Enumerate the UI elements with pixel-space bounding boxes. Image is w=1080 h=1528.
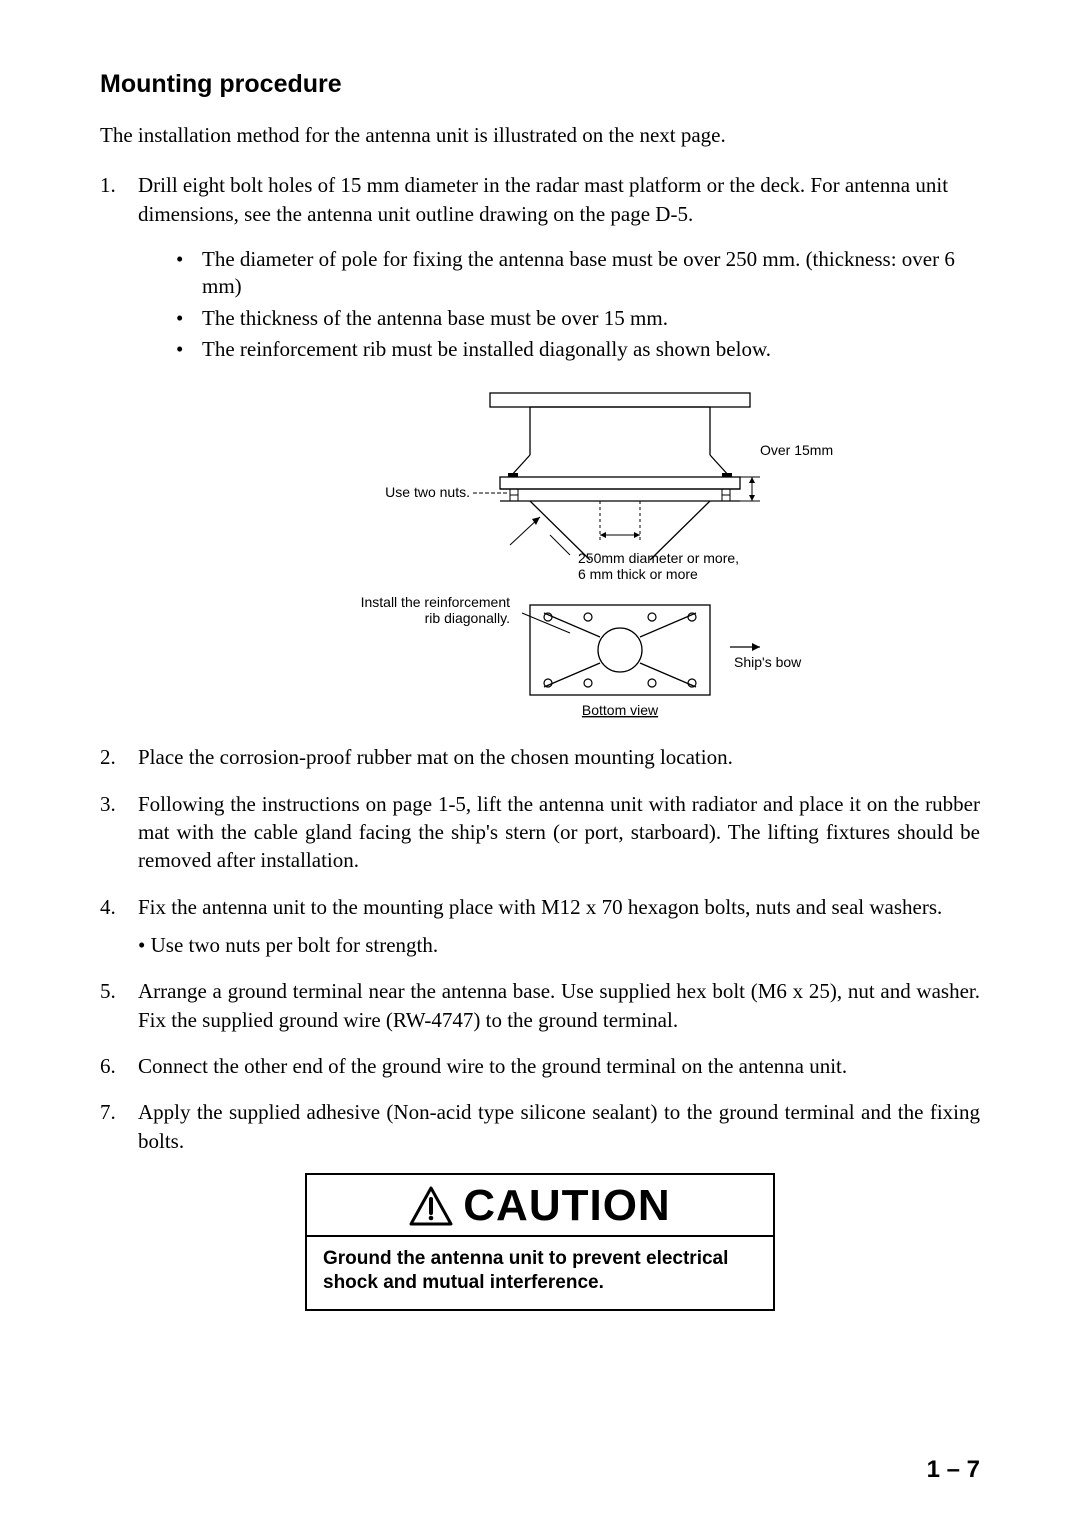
- bullet-text: The thickness of the antenna base must b…: [202, 305, 668, 332]
- list-item: •The thickness of the antenna base must …: [176, 305, 980, 332]
- caution-header: CAUTION: [307, 1175, 773, 1237]
- step-6: 6. Connect the other end of the ground w…: [100, 1052, 980, 1080]
- bullet-icon: •: [176, 336, 202, 363]
- step-2: 2. Place the corrosion-proof rubber mat …: [100, 743, 980, 771]
- step-3: 3. Following the instructions on page 1-…: [100, 790, 980, 875]
- step-4: 4. Fix the antenna unit to the mounting …: [100, 893, 980, 960]
- label-rib2: rib diagonally.: [425, 610, 510, 626]
- step-5: 5. Arrange a ground terminal near the an…: [100, 977, 980, 1034]
- bullet-text: The reinforcement rib must be installed …: [202, 336, 771, 363]
- list-item: •The diameter of pole for fixing the ant…: [176, 246, 980, 301]
- label-bow: Ship's bow: [734, 654, 802, 670]
- step-number: 7.: [100, 1098, 138, 1155]
- section-heading: Mounting procedure: [100, 70, 980, 99]
- intro-text: The installation method for the antenna …: [100, 121, 980, 149]
- page-number: 1 – 7: [927, 1456, 980, 1484]
- step-list-cont: 2. Place the corrosion-proof rubber mat …: [100, 743, 980, 1155]
- step-7: 7. Apply the supplied adhesive (Non-acid…: [100, 1098, 980, 1155]
- warning-icon: [409, 1186, 453, 1226]
- label-nuts: Use two nuts.: [385, 484, 470, 500]
- step-number: 6.: [100, 1052, 138, 1080]
- page: Mounting procedure The installation meth…: [0, 0, 1080, 1528]
- label-bottomview: Bottom view: [582, 702, 659, 718]
- label-over15: Over 15mm: [760, 442, 833, 458]
- caution-title: CAUTION: [463, 1181, 670, 1231]
- step-text: Place the corrosion-proof rubber mat on …: [138, 743, 980, 771]
- step-subnote: • Use two nuts per bolt for strength.: [138, 931, 980, 959]
- step-body: Drill eight bolt holes of 15 mm diameter…: [138, 171, 980, 367]
- step-number: 1.: [100, 171, 138, 367]
- step-list: 1. Drill eight bolt holes of 15 mm diame…: [100, 171, 980, 367]
- step-text: Fix the antenna unit to the mounting pla…: [138, 893, 980, 921]
- bullet-list: •The diameter of pole for fixing the ant…: [176, 246, 980, 363]
- list-item: •The reinforcement rib must be installed…: [176, 336, 980, 363]
- mounting-diagram-svg: Use two nuts. Over 15mm 250mm diameter o…: [230, 385, 850, 725]
- bullet-text: The diameter of pole for fixing the ante…: [202, 246, 980, 301]
- step-text: Drill eight bolt holes of 15 mm diameter…: [138, 173, 948, 225]
- step-number: 2.: [100, 743, 138, 771]
- bullet-icon: •: [176, 246, 202, 301]
- caution-body: Ground the antenna unit to prevent elect…: [307, 1237, 773, 1309]
- bullet-icon: •: [176, 305, 202, 332]
- step-body: Fix the antenna unit to the mounting pla…: [138, 893, 980, 960]
- step-text: Arrange a ground terminal near the anten…: [138, 977, 980, 1034]
- step-text: Following the instructions on page 1-5, …: [138, 790, 980, 875]
- step-text: Apply the supplied adhesive (Non-acid ty…: [138, 1098, 980, 1155]
- step-number: 4.: [100, 893, 138, 960]
- step-number: 5.: [100, 977, 138, 1034]
- step-number: 3.: [100, 790, 138, 875]
- label-250-1: 250mm diameter or more,: [578, 550, 739, 566]
- label-250-2: 6 mm thick or more: [578, 566, 698, 582]
- diagram: Use two nuts. Over 15mm 250mm diameter o…: [100, 385, 980, 725]
- step-1: 1. Drill eight bolt holes of 15 mm diame…: [100, 171, 980, 367]
- step-text: Connect the other end of the ground wire…: [138, 1052, 980, 1080]
- caution-box: CAUTION Ground the antenna unit to preve…: [100, 1173, 980, 1311]
- label-rib1: Install the reinforcement: [361, 594, 511, 610]
